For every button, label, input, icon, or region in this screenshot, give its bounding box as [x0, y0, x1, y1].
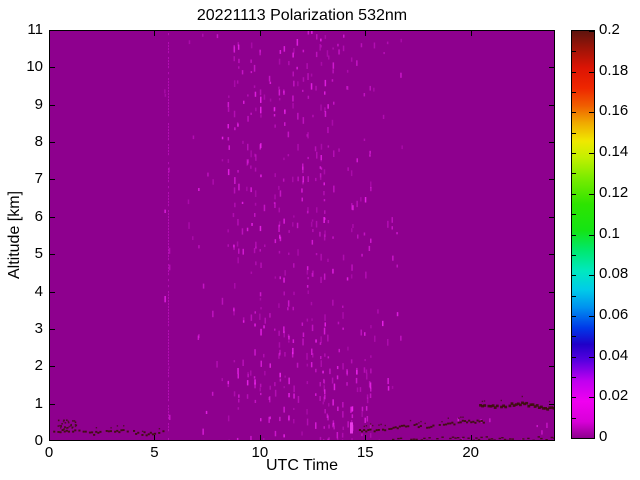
y-tick-label: 11 — [27, 21, 43, 38]
x-tick-label: 20 — [462, 444, 479, 461]
colorbar-gradient — [572, 31, 594, 438]
chart-title: 20221113 Polarization 532nm — [196, 7, 408, 24]
x-tick-label: 15 — [356, 444, 374, 461]
x-tick-label: 0 — [44, 444, 54, 461]
bright-spot — [350, 422, 353, 434]
y-tick-label: 5 — [34, 245, 43, 263]
colorbar-tick-label: 0.1 — [599, 224, 620, 242]
y-tick-label: 6 — [34, 207, 43, 225]
y-tick-label: 4 — [34, 282, 43, 300]
y-tick-label: 8 — [34, 133, 43, 151]
noise-streaks-layer — [164, 30, 548, 445]
colorbar-tick-label: 0 — [599, 428, 608, 445]
x-tick-label: 5 — [150, 444, 159, 461]
aerosol-depol-layers — [53, 395, 558, 442]
colorbar-tick-label: 0.16 — [599, 102, 629, 120]
colorbar-tick-label: 0.18 — [599, 61, 629, 79]
y-tick-label: 3 — [34, 319, 43, 337]
y-tick-label: 2 — [34, 357, 43, 375]
heatmap-background — [49, 30, 555, 441]
y-axis-label: Altitude [km] — [6, 190, 23, 280]
colorbar-ticks — [572, 31, 594, 419]
x-tick-label: 10 — [251, 444, 269, 461]
colorbar-tick-label: 0.14 — [599, 143, 629, 161]
x-axis-label: UTC Time — [266, 457, 338, 474]
colorbar-tick-label: 0.12 — [599, 183, 629, 201]
y-tick-label: 7 — [34, 170, 43, 188]
colorbar-tick-label: 0.2 — [599, 21, 620, 38]
heatmap-plot-area — [49, 30, 558, 445]
y-tick-label: 1 — [34, 394, 43, 412]
y-tick-label: 0 — [34, 432, 43, 449]
axis-box — [49, 30, 555, 441]
heatmap-canvas — [49, 30, 558, 445]
colorbar — [571, 30, 595, 439]
colorbar-tick-label: 0.04 — [599, 346, 629, 364]
y-tick-label: 9 — [34, 95, 43, 113]
y-tick-label: 10 — [26, 58, 43, 76]
colorbar-tick-label: 0.02 — [599, 387, 629, 405]
colorbar-tick-label: 0.06 — [599, 305, 629, 323]
faint-vertical-line — [168, 33, 169, 441]
colorbar-tick-label: 0.08 — [599, 265, 629, 283]
